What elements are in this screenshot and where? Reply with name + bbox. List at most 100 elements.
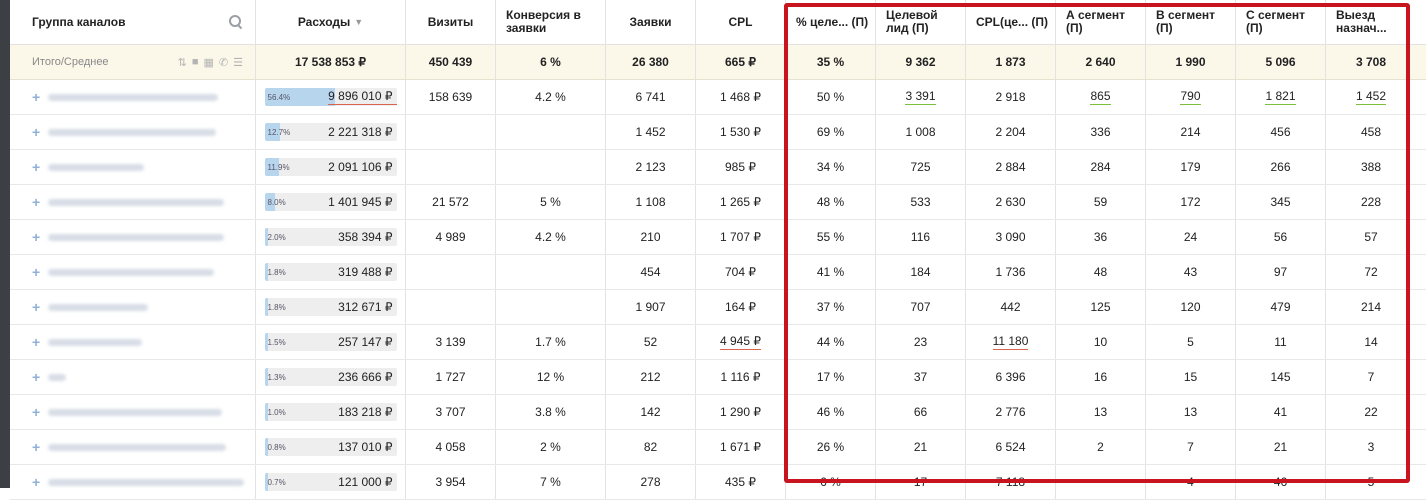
segment-c-value: 11 bbox=[1274, 335, 1287, 349]
channel-name-cell[interactable]: + bbox=[10, 150, 256, 184]
channel-name-cell[interactable]: + bbox=[10, 255, 256, 289]
channel-name-cell[interactable]: + bbox=[10, 430, 256, 464]
conversion-cell: 3.8 % bbox=[496, 395, 606, 429]
target-lead-value: 17 bbox=[913, 475, 928, 489]
table-row[interactable]: +1.8% 319 488 ₽ 454 704 ₽ 41 % 184 1 736 48 43 97… bbox=[10, 255, 1426, 290]
table-row[interactable]: +1.8% 312 671 ₽ 1 907 164 ₽ 37 % 707 442 125 120… bbox=[10, 290, 1426, 325]
channel-name[interactable]: + bbox=[32, 334, 143, 350]
sort-icon[interactable]: ⇅ bbox=[177, 56, 187, 69]
segment-b-value: 7 bbox=[1187, 440, 1194, 454]
header-col-target-cpl[interactable]: CPL(це... (П) bbox=[966, 0, 1056, 44]
channel-name-cell[interactable]: + bbox=[10, 325, 256, 359]
channel-name[interactable]: + bbox=[32, 89, 219, 105]
table-row[interactable]: +8.0% 1 401 945 ₽ 21 572 5 % 1 108 1 265 ₽ 48 … bbox=[10, 185, 1426, 220]
expand-plus-icon[interactable]: + bbox=[32, 124, 41, 140]
blurred-name bbox=[48, 233, 225, 241]
table-row[interactable]: +2.0% 358 394 ₽ 4 989 4.2 % 210 1 707 ₽ 55 % 11… bbox=[10, 220, 1426, 255]
costs-cell: 0.8% 137 010 ₽ bbox=[256, 430, 406, 464]
segment-a-cell bbox=[1056, 465, 1146, 499]
expand-plus-icon[interactable]: + bbox=[32, 299, 41, 315]
expand-plus-icon[interactable]: + bbox=[32, 334, 41, 350]
channel-name[interactable]: + bbox=[32, 194, 225, 210]
blurred-name bbox=[48, 128, 217, 136]
costs-cell: 0.7% 121 000 ₽ bbox=[256, 465, 406, 499]
channel-name[interactable]: + bbox=[32, 299, 149, 315]
conversion-cell: 4.2 % bbox=[496, 220, 606, 254]
header-col-target-lead[interactable]: Целевой лид (П) bbox=[876, 0, 966, 44]
header-col-target-pct[interactable]: % целе... (П) bbox=[786, 0, 876, 44]
channel-name[interactable]: + bbox=[32, 369, 67, 385]
header-col-visit-scheduled[interactable]: Выезд назнач... bbox=[1326, 0, 1416, 44]
channel-name-cell[interactable]: + bbox=[10, 290, 256, 324]
expand-plus-icon[interactable]: + bbox=[32, 474, 41, 490]
expand-plus-icon[interactable]: + bbox=[32, 264, 41, 280]
channel-name-cell[interactable]: + bbox=[10, 80, 256, 114]
share-bar: 2.0% 358 394 ₽ bbox=[264, 228, 397, 246]
table-row[interactable]: +0.7% 121 000 ₽ 3 954 7 % 278 435 ₽ 6 % 17 7 118… bbox=[10, 465, 1426, 500]
target-pct-value: 46 % bbox=[816, 405, 845, 419]
expand-plus-icon[interactable]: + bbox=[32, 404, 41, 420]
expand-plus-icon[interactable]: + bbox=[32, 159, 41, 175]
channel-name-cell[interactable]: + bbox=[10, 220, 256, 254]
expand-plus-icon[interactable]: + bbox=[32, 194, 41, 210]
channel-name-cell[interactable]: + bbox=[10, 360, 256, 394]
expand-plus-icon[interactable]: + bbox=[32, 229, 41, 245]
table-row[interactable]: +11.9% 2 091 106 ₽ 2 123 985 ₽ 34 % 725 2 884 2… bbox=[10, 150, 1426, 185]
channel-name-cell[interactable]: + bbox=[10, 395, 256, 429]
header-col-cpl[interactable]: CPL bbox=[696, 0, 786, 44]
target-pct-value: 26 % bbox=[816, 440, 845, 454]
channel-name[interactable]: + bbox=[32, 404, 223, 420]
channel-name-cell[interactable]: + bbox=[10, 115, 256, 149]
target-lead-cell: 533 bbox=[876, 185, 966, 219]
phone-icon[interactable]: ✆ bbox=[218, 56, 229, 69]
header-col-segment-c[interactable]: С сегмент (П) bbox=[1236, 0, 1326, 44]
segment-a-cell: 48 bbox=[1056, 255, 1146, 289]
leads-value: 212 bbox=[640, 370, 661, 384]
header-col-segment-a[interactable]: А сегмент (П) bbox=[1056, 0, 1146, 44]
channel-name-cell[interactable]: + bbox=[10, 465, 256, 499]
channel-name[interactable]: + bbox=[32, 159, 145, 175]
target-lead-value: 66 bbox=[913, 405, 928, 419]
table-row[interactable]: +56.4% 9 896 010 ₽ 158 639 4.2 % 6 741 1 468 … bbox=[10, 80, 1426, 115]
header-col-leads[interactable]: Заявки bbox=[606, 0, 696, 44]
table-row[interactable]: +12.7% 2 221 318 ₽ 1 452 1 530 ₽ 69 % 1 008 2 … bbox=[10, 115, 1426, 150]
target-pct-value: 55 % bbox=[816, 230, 845, 244]
table-row[interactable]: +1.3% 236 666 ₽ 1 727 12 % 212 1 116 ₽ 17 % 37 6… bbox=[10, 360, 1426, 395]
expand-plus-icon[interactable]: + bbox=[32, 89, 41, 105]
expand-plus-icon[interactable]: + bbox=[32, 369, 41, 385]
total-leads: 26 380 bbox=[606, 45, 696, 79]
channel-name[interactable]: + bbox=[32, 124, 217, 140]
target-pct-cell: 44 % bbox=[786, 325, 876, 359]
visit-scheduled-value: 14 bbox=[1364, 335, 1378, 349]
target-lead-cell: 66 bbox=[876, 395, 966, 429]
target-cpl-cell: 2 630 bbox=[966, 185, 1056, 219]
table-row[interactable]: +1.0% 183 218 ₽ 3 707 3.8 % 142 1 290 ₽ 46 % 66… bbox=[10, 395, 1426, 430]
channel-name[interactable]: + bbox=[32, 439, 227, 455]
channel-name[interactable]: + bbox=[32, 229, 225, 245]
expand-plus-icon[interactable]: + bbox=[32, 439, 41, 455]
search-icon[interactable] bbox=[229, 15, 243, 29]
conversion-cell: 2 % bbox=[496, 430, 606, 464]
conversion-value: 7 % bbox=[540, 475, 561, 489]
header-col-conversion[interactable]: Конверсия в заявки bbox=[496, 0, 606, 44]
sort-desc-icon[interactable]: ▼ bbox=[354, 16, 364, 27]
channel-name[interactable]: + bbox=[32, 264, 215, 280]
table-view-icon[interactable]: ■ bbox=[191, 55, 199, 68]
leads-cell: 52 bbox=[606, 325, 696, 359]
header-label: А сегмент (П) bbox=[1066, 8, 1126, 35]
table-row[interactable]: +0.8% 137 010 ₽ 4 058 2 % 82 1 671 ₽ 26 % 21 6 5… bbox=[10, 430, 1426, 465]
visit-scheduled-value: 5 bbox=[1367, 475, 1375, 489]
segment-a-cell: 13 bbox=[1056, 395, 1146, 429]
header-channel-group[interactable]: Группа каналов bbox=[10, 0, 256, 44]
header-col-visits[interactable]: Визиты bbox=[406, 0, 496, 44]
header-col-segment-b[interactable]: В сегмент (П) bbox=[1146, 0, 1236, 44]
cost-value: 9 896 010 ₽ bbox=[328, 89, 397, 105]
chart-icon[interactable]: ▦ bbox=[203, 56, 214, 69]
table-row[interactable]: +1.5% 257 147 ₽ 3 139 1.7 % 52 4 945 ₽ 44 % 23 1… bbox=[10, 325, 1426, 360]
list-icon[interactable]: ☰ bbox=[233, 56, 243, 69]
visit-scheduled-cell: 5 bbox=[1326, 465, 1416, 499]
header-col-costs[interactable]: Расходы ▼ bbox=[256, 0, 406, 44]
cpl-cell: 435 ₽ bbox=[696, 465, 786, 499]
channel-name[interactable]: + bbox=[32, 474, 245, 490]
channel-name-cell[interactable]: + bbox=[10, 185, 256, 219]
